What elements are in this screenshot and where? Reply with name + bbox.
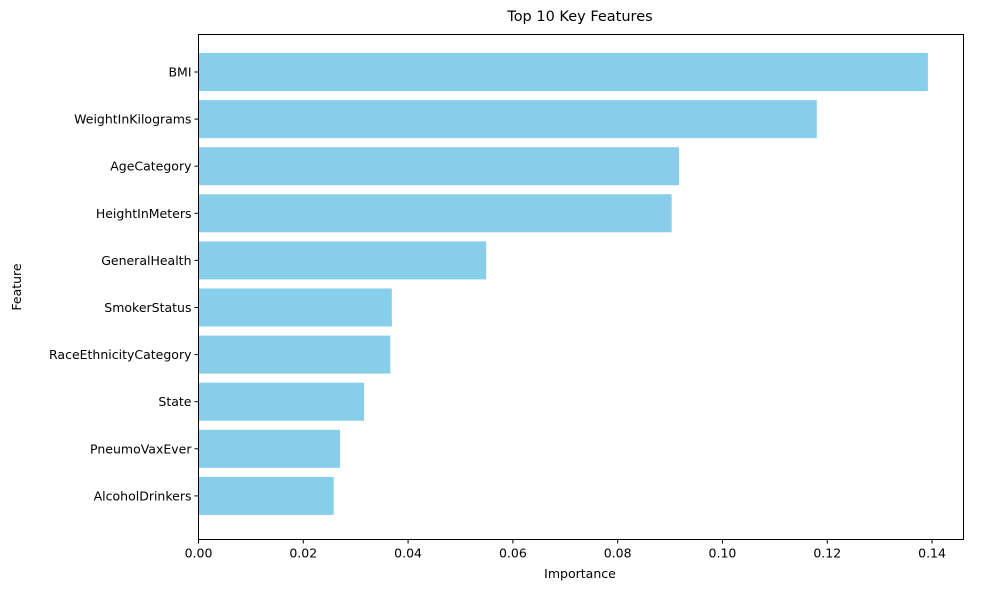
y-tick-label: RaceEthnicityCategory	[49, 347, 192, 362]
x-tick-label: 0.02	[289, 546, 317, 561]
x-tick-label: 0.06	[499, 546, 527, 561]
y-tick-label: GeneralHealth	[101, 253, 191, 268]
bar-GeneralHealth	[198, 241, 487, 280]
bar-BMI	[198, 53, 928, 91]
y-tick-label: PneumoVaxEver	[90, 441, 192, 456]
y-tick-label: WeightInKilograms	[74, 112, 191, 127]
chart-title: Top 10 Key Features	[506, 9, 652, 25]
y-axis-label: Feature	[9, 263, 24, 311]
y-tick-label: HeightInMeters	[96, 206, 192, 221]
y-axis-ticks: BMI WeightInKilograms AgeCategory HeightInM…	[49, 65, 199, 503]
y-tick-label: AgeCategory	[110, 159, 192, 174]
bar-HeightInMeters	[198, 194, 672, 233]
y-tick-label: SmokerStatus	[104, 300, 191, 315]
plot-area-frame	[198, 34, 964, 540]
x-tick-label: 0.04	[394, 546, 422, 561]
y-tick-label: BMI	[168, 65, 191, 80]
x-tick-label: 0.12	[813, 546, 841, 561]
x-tick-label: 0.10	[709, 546, 737, 561]
x-axis-label: Importance	[544, 566, 616, 581]
x-axis-ticks: 0.00 0.02 0.04 0.06 0.08 0.10 0.12 0.14	[185, 539, 946, 561]
bar-AlcoholDrinkers	[198, 476, 334, 515]
bar-PneumoVaxEver	[198, 429, 340, 468]
bar-SmokerStatus	[198, 288, 392, 327]
bar-RaceEthnicityCategory	[198, 335, 391, 374]
bars-group	[198, 53, 928, 515]
bar-AgeCategory	[198, 147, 679, 186]
x-tick-label: 0.14	[918, 546, 946, 561]
y-tick-label: State	[158, 394, 191, 409]
bar-State	[198, 382, 365, 421]
y-tick-label: AlcoholDrinkers	[94, 488, 192, 503]
bar-WeightInKilograms	[198, 100, 817, 139]
x-tick-label: 0.00	[185, 546, 213, 561]
x-tick-label: 0.08	[604, 546, 632, 561]
